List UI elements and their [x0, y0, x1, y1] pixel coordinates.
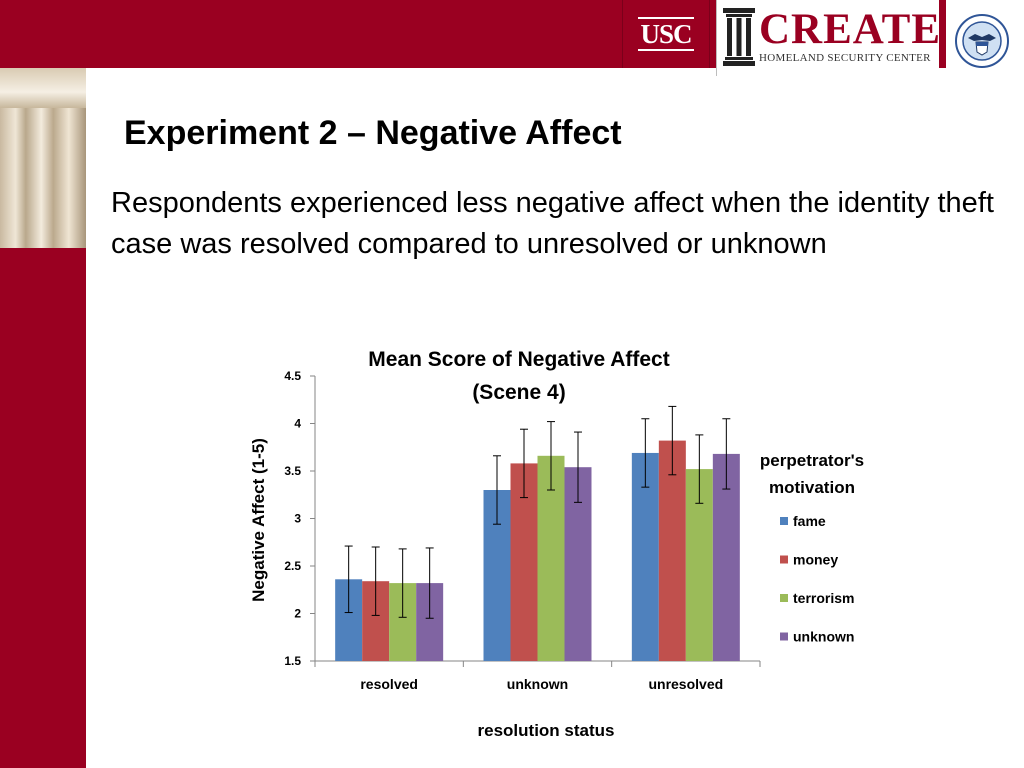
usc-logo: USC [622, 0, 710, 68]
x-tick-label: resolved [360, 676, 418, 692]
legend-label-unknown: unknown [793, 629, 854, 645]
y-axis-label: Negative Affect (1-5) [249, 438, 268, 602]
y-tick-label: 4 [294, 417, 301, 431]
legend-swatch-money [780, 555, 788, 564]
x-tick-label: unknown [507, 676, 568, 692]
legend-title-line-1: perpetrator's [760, 451, 864, 470]
y-tick-label: 2 [294, 607, 301, 621]
slide-body-text: Respondents experienced less negative af… [111, 187, 994, 260]
x-axis-label: resolution status [478, 721, 615, 740]
y-tick-label: 3 [294, 512, 301, 526]
usc-logo-text: USC [638, 17, 694, 51]
slide-title: Experiment 2 – Negative Affect [124, 114, 622, 152]
create-logo-subtitle: HOMELAND SECURITY CENTER [759, 52, 931, 64]
create-logo: CREATE HOMELAND SECURITY CENTER [716, 0, 942, 76]
dhs-seal-icon [955, 14, 1009, 68]
chart-title-line-1: Mean Score of Negative Affect [368, 348, 669, 371]
plot-area: 1.5 2 2.5 3 3.5 4 4.5 resolved unknown unresolved… [284, 369, 854, 692]
pillars-image [0, 68, 86, 248]
legend-title-line-2: motivation [769, 478, 855, 497]
chart-title-line-2: (Scene 4) [472, 381, 565, 404]
y-tick-label: 4.5 [284, 369, 301, 383]
legend-swatch-fame [780, 517, 788, 525]
legend-label-money: money [793, 552, 838, 568]
bar-money [658, 440, 686, 661]
legend-swatch-terrorism [780, 594, 788, 602]
legend-swatch-unknown [780, 632, 788, 641]
greek-column-icon [723, 8, 755, 66]
y-tick-label: 2.5 [284, 559, 301, 573]
legend-label-fame: fame [793, 513, 826, 529]
legend-label-terrorism: terrorism [793, 590, 854, 606]
y-tick-label: 3.5 [284, 464, 301, 478]
x-tick-label: unresolved [648, 676, 723, 692]
y-tick-label: 1.5 [284, 654, 301, 668]
create-logo-text: CREATE [759, 6, 942, 53]
pillar-capital [0, 68, 86, 108]
dhs-logo [946, 0, 1024, 68]
